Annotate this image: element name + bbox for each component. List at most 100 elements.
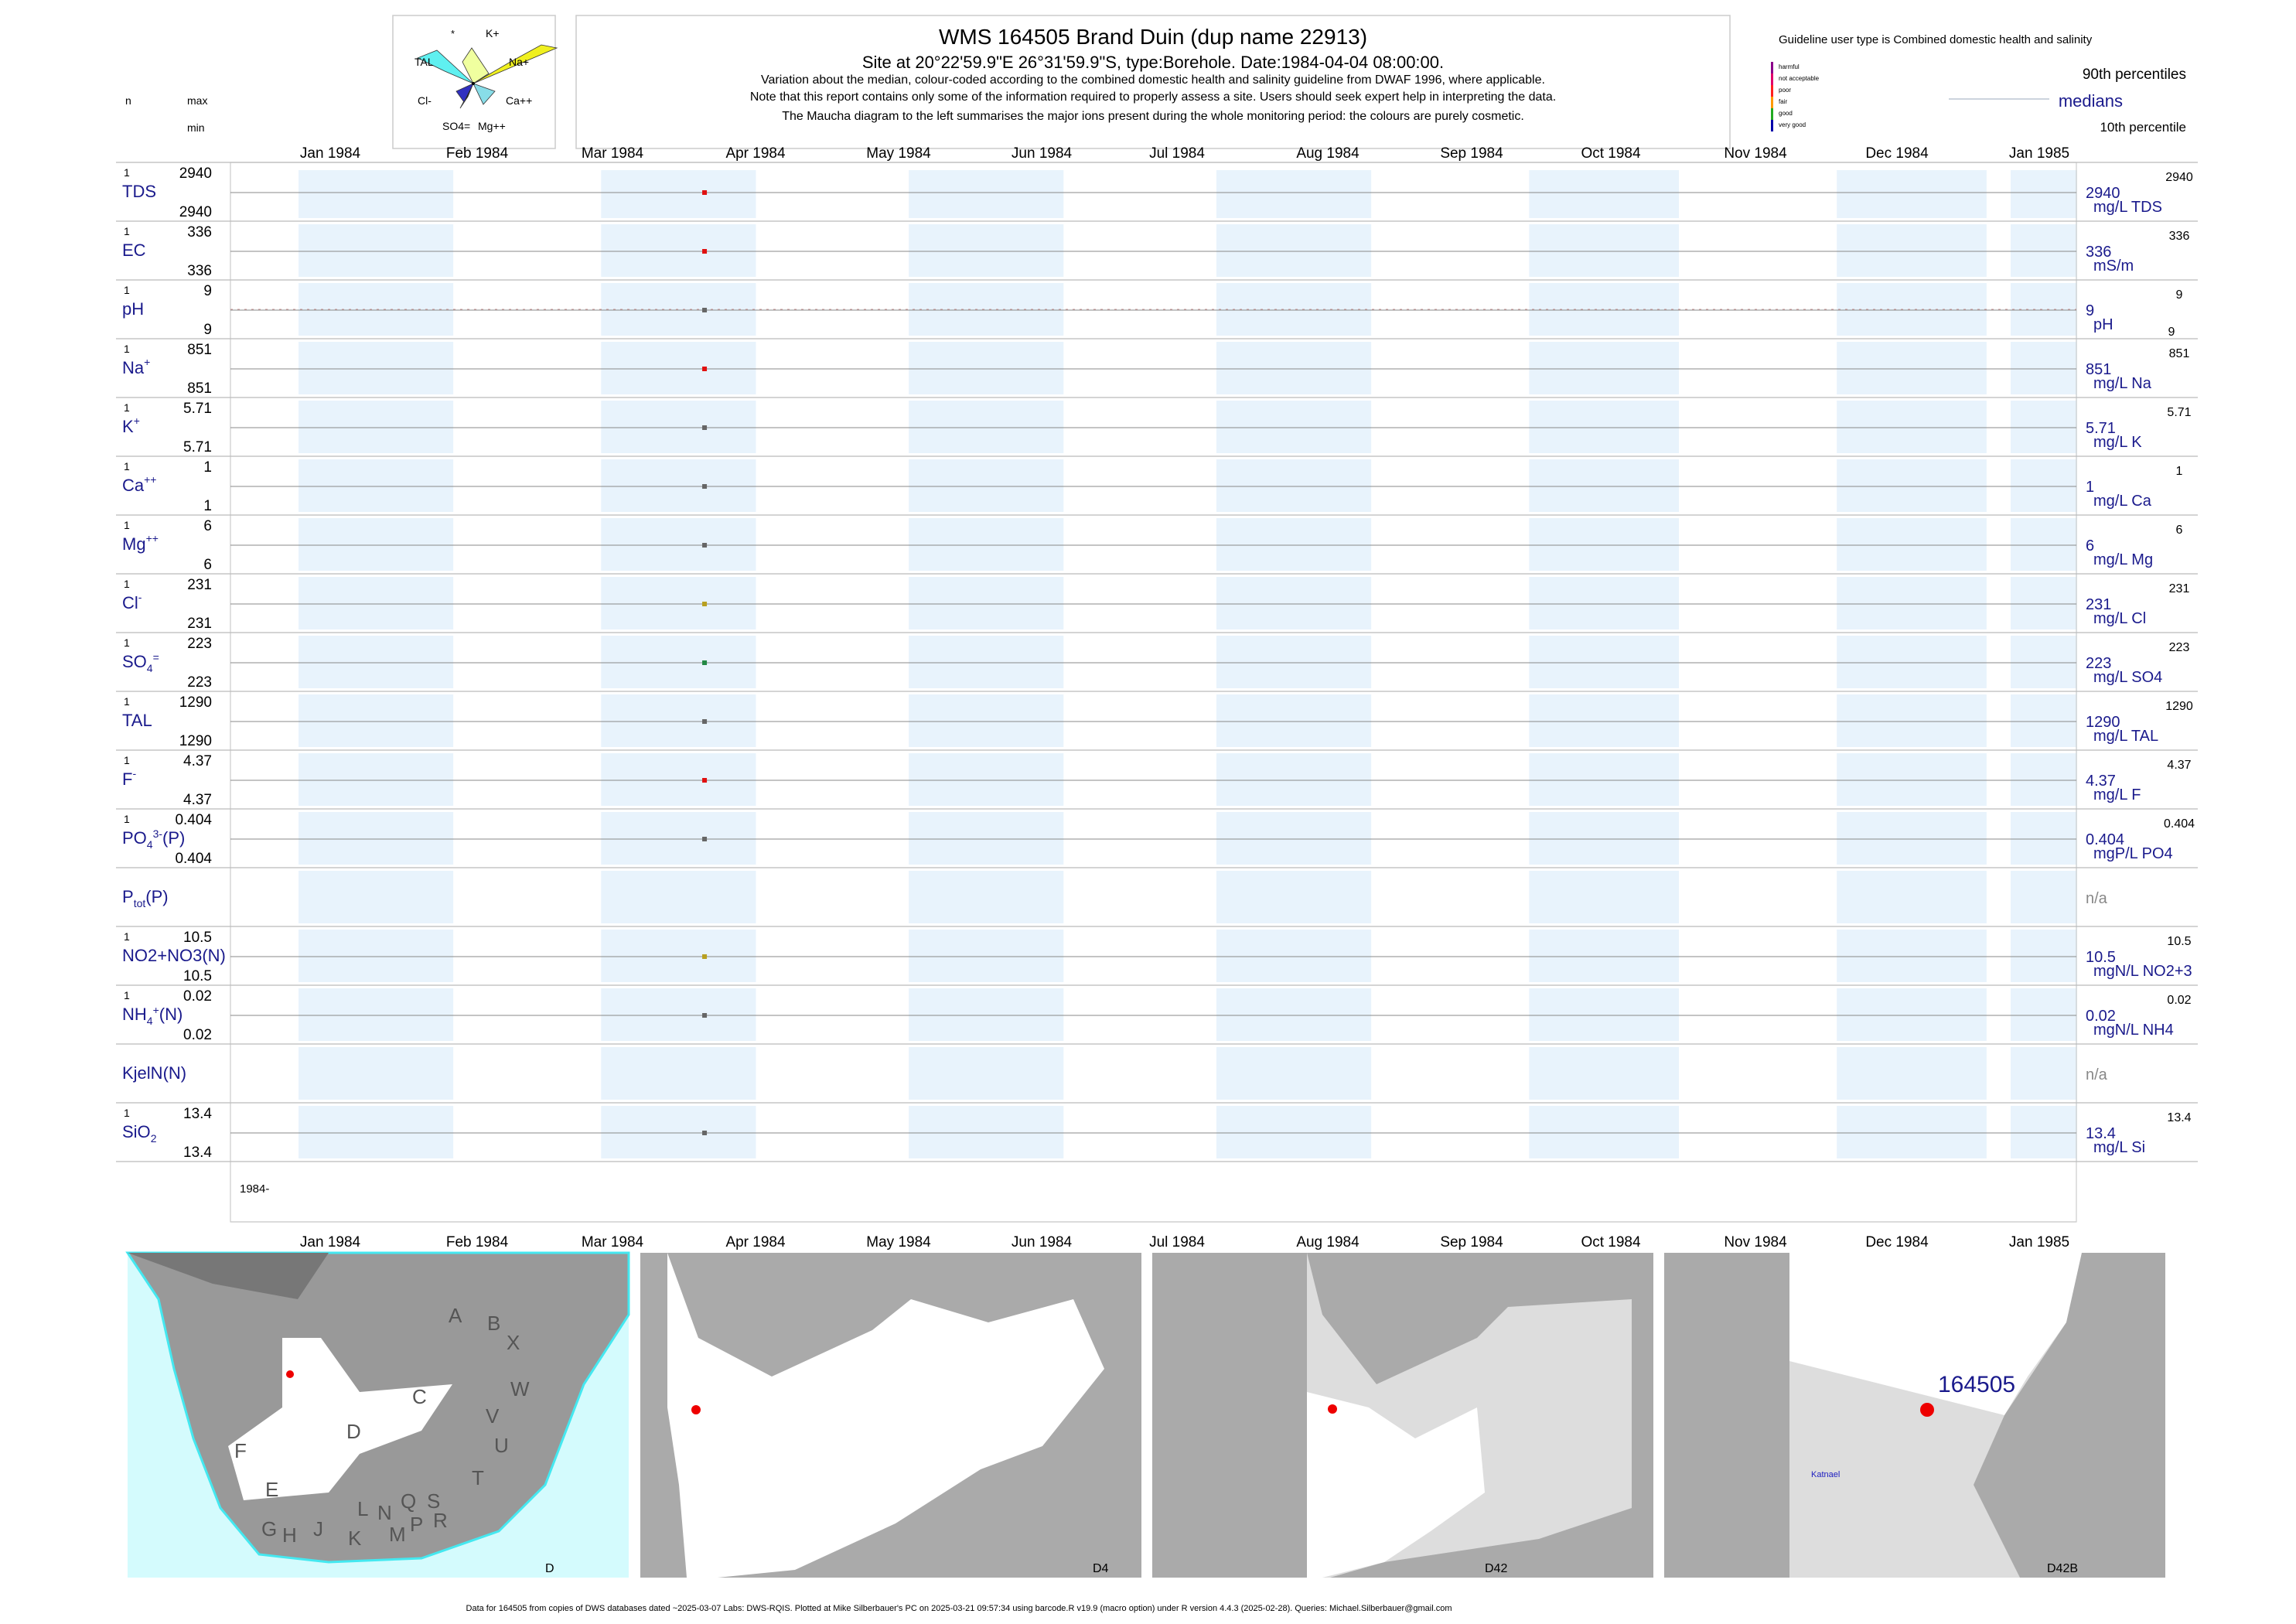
row-p90: 851 — [2169, 347, 2190, 360]
row-label: SiO2 — [122, 1122, 157, 1145]
month-band-12 — [2011, 170, 2077, 1162]
legend-swatch-0 — [1771, 62, 1773, 73]
row-unit: mg/L Mg — [2093, 551, 2153, 568]
row-min: 9 — [203, 322, 212, 338]
month-band-4 — [909, 170, 1064, 1162]
row-unit: mg/L F — [2093, 786, 2141, 803]
data-point — [702, 425, 708, 430]
row-p90: 1 — [2176, 465, 2183, 478]
data-point — [702, 190, 708, 195]
month-label-bottom-6: Jul 1984 — [1149, 1234, 1205, 1250]
dark-land — [128, 1253, 329, 1299]
row-p: Ptot(P) n/a — [116, 887, 2198, 927]
row-label: EC — [122, 241, 146, 260]
region-K: K — [348, 1527, 362, 1550]
map-label-d4: D4 — [1093, 1562, 1109, 1575]
data-point — [702, 308, 708, 312]
month-label-bottom-7: Aug 1984 — [1296, 1234, 1360, 1250]
month-band-0 — [299, 170, 454, 1162]
row-label: TDS — [122, 182, 156, 201]
data-point — [702, 719, 708, 724]
region-S: S — [427, 1489, 440, 1513]
month-label-bottom-8: Sep 1984 — [1440, 1234, 1503, 1250]
row-unit: mg/L SO4 — [2093, 669, 2162, 686]
data-point — [702, 543, 708, 548]
row-min: 10.5 — [183, 968, 212, 984]
maucha-diagram: * K+ TAL Na+ Cl- Ca++ SO4= Mg++ — [392, 15, 558, 149]
row-p90: 0.02 — [2167, 994, 2191, 1007]
row-n: 1 — [124, 166, 130, 179]
note-line-3: The Maucha diagram to the left summarise… — [782, 110, 1524, 123]
region-M: M — [389, 1523, 406, 1546]
region-X: X — [507, 1331, 520, 1354]
month-label-top-4: May 1984 — [866, 145, 931, 162]
month-label-top-10: Nov 1984 — [1724, 145, 1787, 162]
row-kjeln-n-: KjelN(N) n/a — [116, 1063, 2198, 1104]
row-unit: mgN/L NO2+3 — [2093, 963, 2192, 980]
data-point — [702, 249, 708, 254]
row-p90: 0.404 — [2164, 817, 2195, 831]
row-label: TAL — [122, 711, 152, 730]
data-point — [702, 778, 708, 783]
row-n: 1 — [124, 284, 130, 296]
row-median-value: 0.02 — [2086, 1008, 2116, 1025]
row-label: Ptot(P) — [122, 887, 169, 909]
region-D: D — [346, 1420, 361, 1443]
maucha-label-star: * — [451, 28, 455, 39]
month-band-2 — [601, 170, 756, 1162]
legend-p10: 10th percentile — [2100, 120, 2186, 135]
region-E: E — [265, 1478, 278, 1501]
row-label: K+ — [122, 415, 140, 436]
row-min: 231 — [187, 616, 212, 632]
page-title: WMS 164505 Brand Duin (dup name 22913) — [939, 25, 1367, 49]
min-header: min — [187, 121, 205, 134]
row-p90: 5.71 — [2167, 406, 2191, 419]
site-marker — [1328, 1404, 1337, 1414]
region-J: J — [313, 1517, 323, 1540]
maucha-label-tal: TAL — [415, 56, 434, 68]
data-point — [702, 1131, 708, 1135]
row-max: 6 — [203, 518, 212, 534]
region-R: R — [433, 1509, 448, 1532]
row-median-value: 0.404 — [2086, 831, 2124, 848]
row-unit: mS/m — [2093, 258, 2134, 275]
row-max: 9 — [203, 283, 212, 299]
data-point — [702, 484, 708, 489]
maucha-label-ca: Ca++ — [506, 94, 532, 107]
maucha-label-k: K+ — [486, 27, 500, 39]
row-n: 1 — [124, 695, 130, 708]
row-median-value: 851 — [2086, 361, 2111, 378]
title-box: WMS 164505 Brand Duin (dup name 22913) S… — [575, 15, 1731, 149]
row-unit: mg/L TDS — [2093, 199, 2162, 216]
row-max: 0.404 — [175, 812, 212, 828]
row-unit: mgN/L NH4 — [2093, 1022, 2174, 1039]
row-median-value: 231 — [2086, 596, 2111, 613]
maucha-label-cl: Cl- — [418, 94, 432, 107]
map-d4: D4 — [640, 1253, 1141, 1578]
row-unit: mgP/L PO4 — [2093, 845, 2173, 862]
region-V: V — [486, 1404, 500, 1428]
month-label-top-1: Feb 1984 — [446, 145, 509, 162]
row-p90: 336 — [2169, 230, 2190, 243]
guideline-text: Guideline user type is Combined domestic… — [1779, 33, 2093, 46]
month-band-10 — [1837, 170, 1987, 1162]
row-label: Ca++ — [122, 473, 156, 495]
row-median-value: 5.71 — [2086, 420, 2116, 437]
row-median-value: 9 — [2086, 302, 2094, 319]
region-B: B — [487, 1312, 500, 1335]
data-point — [702, 954, 708, 959]
legend-swatch-2 — [1771, 85, 1773, 97]
month-label-top-7: Aug 1984 — [1296, 145, 1360, 162]
row-p90: 2940 — [2165, 171, 2193, 184]
legend-p90: 90th percentiles — [2083, 67, 2186, 83]
data-point — [702, 837, 708, 841]
row-unit: pH — [2093, 316, 2113, 333]
row-min: 0.02 — [183, 1027, 212, 1043]
